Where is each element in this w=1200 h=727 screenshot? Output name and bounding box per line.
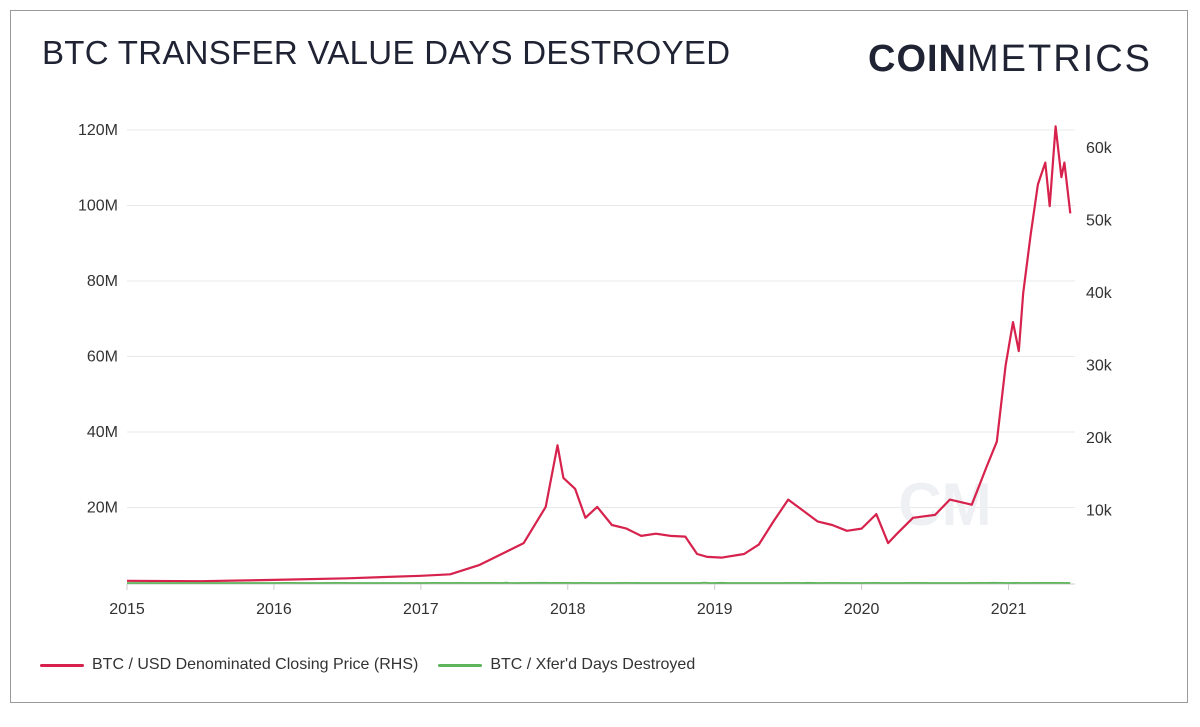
y-right-tick-label: 60k — [1086, 140, 1113, 157]
y-right-tick-label: 30k — [1086, 358, 1113, 375]
x-tick-label: 2021 — [991, 601, 1027, 618]
x-tick-label: 2020 — [844, 601, 880, 618]
y-left-tick-label: 20M — [87, 500, 118, 517]
x-tick-label: 2018 — [550, 601, 586, 618]
y-right-tick-label: 50k — [1086, 213, 1113, 230]
legend-item-price[interactable]: BTC / USD Denominated Closing Price (RHS… — [40, 656, 418, 674]
legend-swatch-vdd — [438, 663, 483, 667]
y-left-tick-label: 40M — [87, 424, 118, 441]
price-series-line — [126, 125, 1072, 583]
y-left-tick-label: 80M — [87, 273, 118, 290]
logo-bold-text: COIN — [868, 38, 967, 80]
y-left-tick-label: 100M — [78, 198, 118, 215]
x-tick-label: 2015 — [109, 601, 145, 618]
x-tick-label: 2019 — [697, 601, 733, 618]
y-right-tick-label: 10k — [1086, 503, 1113, 520]
y-right-tick-label: 20k — [1086, 430, 1113, 447]
legend-swatch-price — [40, 663, 84, 667]
legend-label-vdd: BTC / Xfer'd Days Destroyed — [490, 656, 696, 673]
y-left-tick-label: 120M — [78, 122, 118, 139]
x-tick-label: 2017 — [403, 601, 439, 618]
coinmetrics-logo: COINMETRICS — [868, 38, 1152, 81]
y-right-tick-label: 40k — [1086, 285, 1113, 302]
legend: BTC / USD Denominated Closing Price (RHS… — [40, 656, 695, 674]
chart-title: BTC TRANSFER VALUE DAYS DESTROYED — [42, 34, 731, 71]
legend-item-vdd[interactable]: BTC / Xfer'd Days Destroyed — [438, 656, 695, 674]
legend-label-price: BTC / USD Denominated Closing Price (RHS… — [92, 656, 419, 673]
x-tick-label: 2016 — [256, 601, 292, 618]
logo-light-text: METRICS — [967, 38, 1152, 80]
y-left-tick-label: 60M — [87, 349, 118, 366]
